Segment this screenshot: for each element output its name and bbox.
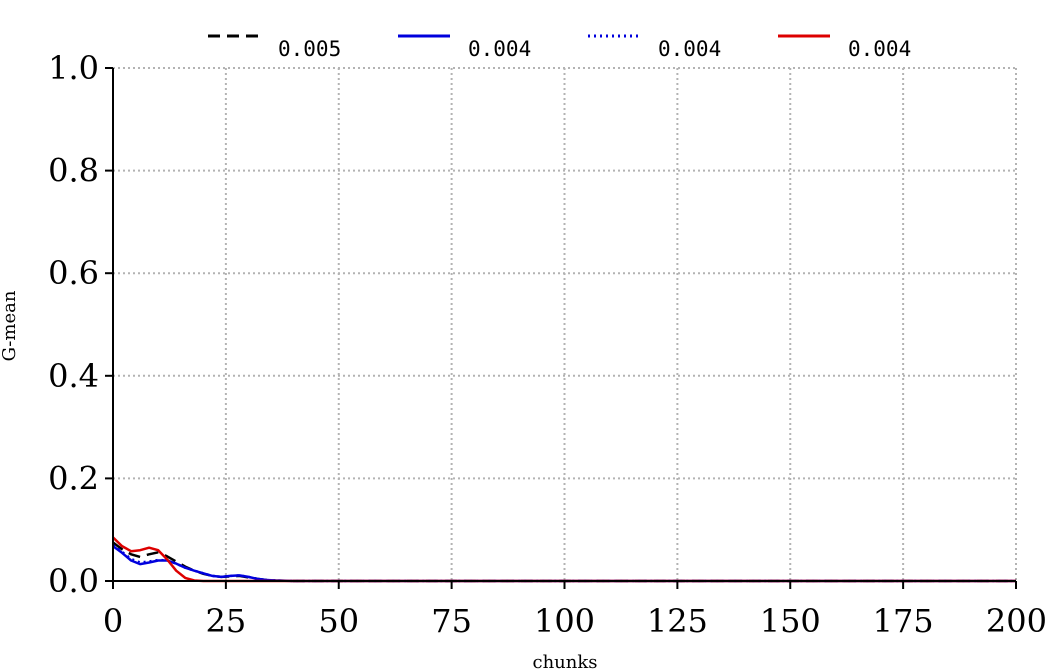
x-axis-label: chunks <box>532 652 597 672</box>
tick-labels: 0.0 0.2 0.4 0.6 0.8 1.0 0 25 50 75 100 125 150 175 200 <box>48 49 1047 640</box>
legend: 0.005 0.004 0.004 0.004 <box>208 34 911 61</box>
x-tick-label: 175 <box>873 602 934 640</box>
y-tick-label: 0.6 <box>48 254 99 292</box>
axes <box>105 67 1017 589</box>
y-tick-label: 0.4 <box>48 357 99 395</box>
x-tick-label: 50 <box>318 602 359 640</box>
legend-label-4: 0.004 <box>848 37 911 61</box>
x-tick-label: 125 <box>647 602 708 640</box>
y-axis-label: G-mean <box>0 290 20 361</box>
y-tick-label: 0.8 <box>48 152 99 190</box>
x-tick-label: 75 <box>431 602 472 640</box>
x-tick-label: 25 <box>206 602 247 640</box>
grid <box>113 67 1017 581</box>
x-tick-label: 100 <box>534 602 595 640</box>
y-tick-label: 0.0 <box>48 562 99 600</box>
y-tick-label: 0.2 <box>48 459 99 497</box>
legend-label-3: 0.004 <box>658 37 721 61</box>
x-tick-label: 150 <box>760 602 821 640</box>
legend-label-2: 0.004 <box>468 37 531 61</box>
y-tick-label: 1.0 <box>48 49 99 87</box>
x-tick-label: 200 <box>986 602 1047 640</box>
x-tick-label: 0 <box>103 602 123 640</box>
legend-label-1: 0.005 <box>278 37 341 61</box>
